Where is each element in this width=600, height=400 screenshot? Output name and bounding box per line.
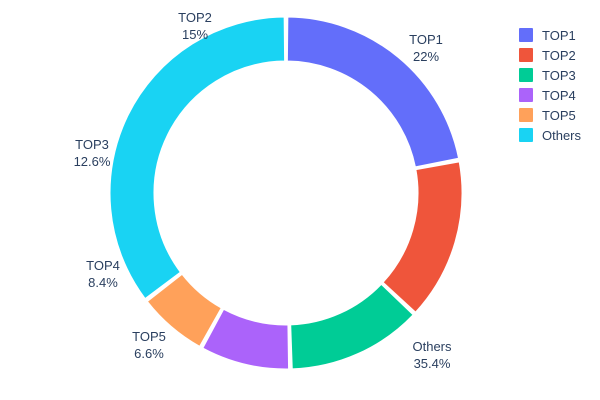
legend-swatch-icon <box>519 68 533 82</box>
slice-label-percent: 22% <box>413 49 439 64</box>
slice-label-percent: 35.4% <box>414 356 451 371</box>
legend-item-top1[interactable]: TOP1 <box>519 28 576 43</box>
legend-label: TOP4 <box>542 88 576 103</box>
legend-swatch-icon <box>519 48 533 62</box>
slice-label-percent: 12.6% <box>74 154 111 169</box>
legend-item-top4[interactable]: TOP4 <box>519 88 576 103</box>
slice-label-top4: TOP4 8.4% <box>86 258 120 290</box>
legend-item-top5[interactable]: TOP5 <box>519 108 576 123</box>
pie-slice-top3[interactable] <box>290 283 414 370</box>
pie-slice-top2[interactable] <box>382 161 463 313</box>
pie-slice-top4[interactable] <box>202 308 290 370</box>
slice-label-top3: TOP3 12.6% <box>74 137 111 169</box>
pie-slice-top5[interactable] <box>146 273 222 348</box>
legend-label: TOP3 <box>542 68 576 83</box>
legend-label: TOP1 <box>542 28 576 43</box>
slice-label-top1: TOP1 22% <box>409 32 443 64</box>
slice-label-percent: 8.4% <box>88 275 118 290</box>
slice-label-name: TOP1 <box>409 32 443 47</box>
slice-label-name: TOP3 <box>75 137 109 152</box>
slice-label-others: Others 35.4% <box>412 339 452 371</box>
slice-label-percent: 6.6% <box>134 346 164 361</box>
legend-label: Others <box>542 128 582 143</box>
legend-swatch-icon <box>519 128 533 142</box>
legend-item-top3[interactable]: TOP3 <box>519 68 576 83</box>
slice-label-name: TOP5 <box>132 329 166 344</box>
pie-slice-top1[interactable] <box>286 16 460 168</box>
chart-legend[interactable]: TOP1 TOP2 TOP3 TOP4 TOP5 Others <box>519 28 582 143</box>
legend-item-others[interactable]: Others <box>519 128 582 143</box>
slice-label-group: TOP1 22% TOP2 15% TOP3 12.6% TOP4 8.4% TOP5 6.6% O… <box>74 10 452 371</box>
slice-label-name: Others <box>412 339 452 354</box>
slice-label-name: TOP4 <box>86 258 120 273</box>
pie-slice-others[interactable] <box>109 16 286 300</box>
legend-label: TOP5 <box>542 108 576 123</box>
slice-label-percent: 15% <box>182 27 208 42</box>
slice-label-top2: TOP2 15% <box>178 10 212 42</box>
slice-label-top5: TOP5 6.6% <box>132 329 166 361</box>
legend-swatch-icon <box>519 108 533 122</box>
slice-label-name: TOP2 <box>178 10 212 25</box>
pie-slices <box>109 16 463 370</box>
legend-item-top2[interactable]: TOP2 <box>519 48 576 63</box>
legend-swatch-icon <box>519 88 533 102</box>
legend-label: TOP2 <box>542 48 576 63</box>
legend-swatch-icon <box>519 28 533 42</box>
